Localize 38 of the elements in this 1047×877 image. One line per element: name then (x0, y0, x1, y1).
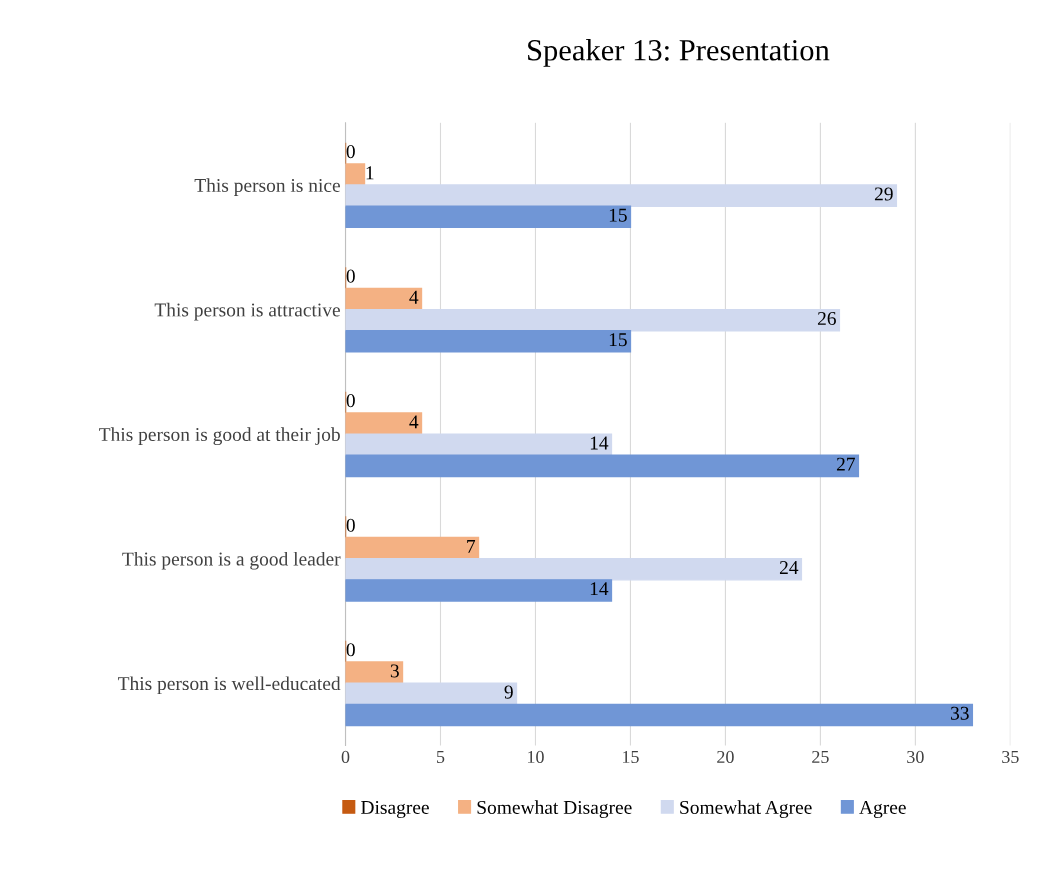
data-label: 7 (467, 540, 476, 553)
data-label: 4 (409, 290, 419, 304)
legend-label: Agree (859, 800, 906, 818)
data-label: 24 (779, 561, 799, 574)
legend-label: Disagree (361, 800, 429, 818)
data-label: 14 (590, 436, 609, 450)
y-tick-label: This person is good at their job (99, 427, 340, 446)
y-tick-label: This person is a good leader (122, 551, 341, 570)
data-label: 1 (366, 166, 374, 180)
data-label: 27 (836, 457, 855, 471)
data-label: 0 (346, 145, 355, 159)
y-tick-label: This person is nice (194, 178, 340, 196)
data-label: 26 (817, 311, 836, 326)
y-tick-label: This person is well-educated (117, 676, 341, 695)
x-tick-label: 15 (623, 750, 639, 764)
x-tick-label: 0 (341, 750, 350, 764)
x-tick-label: 35 (1002, 750, 1019, 764)
data-label: 4 (409, 415, 419, 429)
x-tick-label: 20 (717, 750, 734, 764)
y-tick-label: This person is attractive (154, 302, 340, 321)
legend-label: Somewhat Agree (680, 800, 812, 818)
legend-label: Somewhat Disagree (477, 800, 632, 818)
data-label: 3 (390, 664, 399, 678)
x-tick-label: 25 (812, 750, 829, 764)
data-label: 0 (346, 643, 355, 657)
chart-title: Speaker 13: Presentation (528, 39, 830, 67)
data-label: 29 (874, 187, 893, 201)
data-label: 33 (951, 706, 969, 720)
x-tick-label: 10 (528, 750, 544, 764)
data-label: 0 (346, 394, 355, 408)
x-tick-label: 5 (437, 751, 445, 764)
x-tick-label: 30 (907, 750, 924, 764)
data-label: 0 (346, 269, 355, 283)
data-label: 0 (346, 518, 355, 532)
data-label: 15 (609, 208, 627, 222)
data-label: 14 (590, 582, 609, 596)
data-label: 9 (504, 685, 513, 699)
data-label: 15 (609, 333, 627, 347)
